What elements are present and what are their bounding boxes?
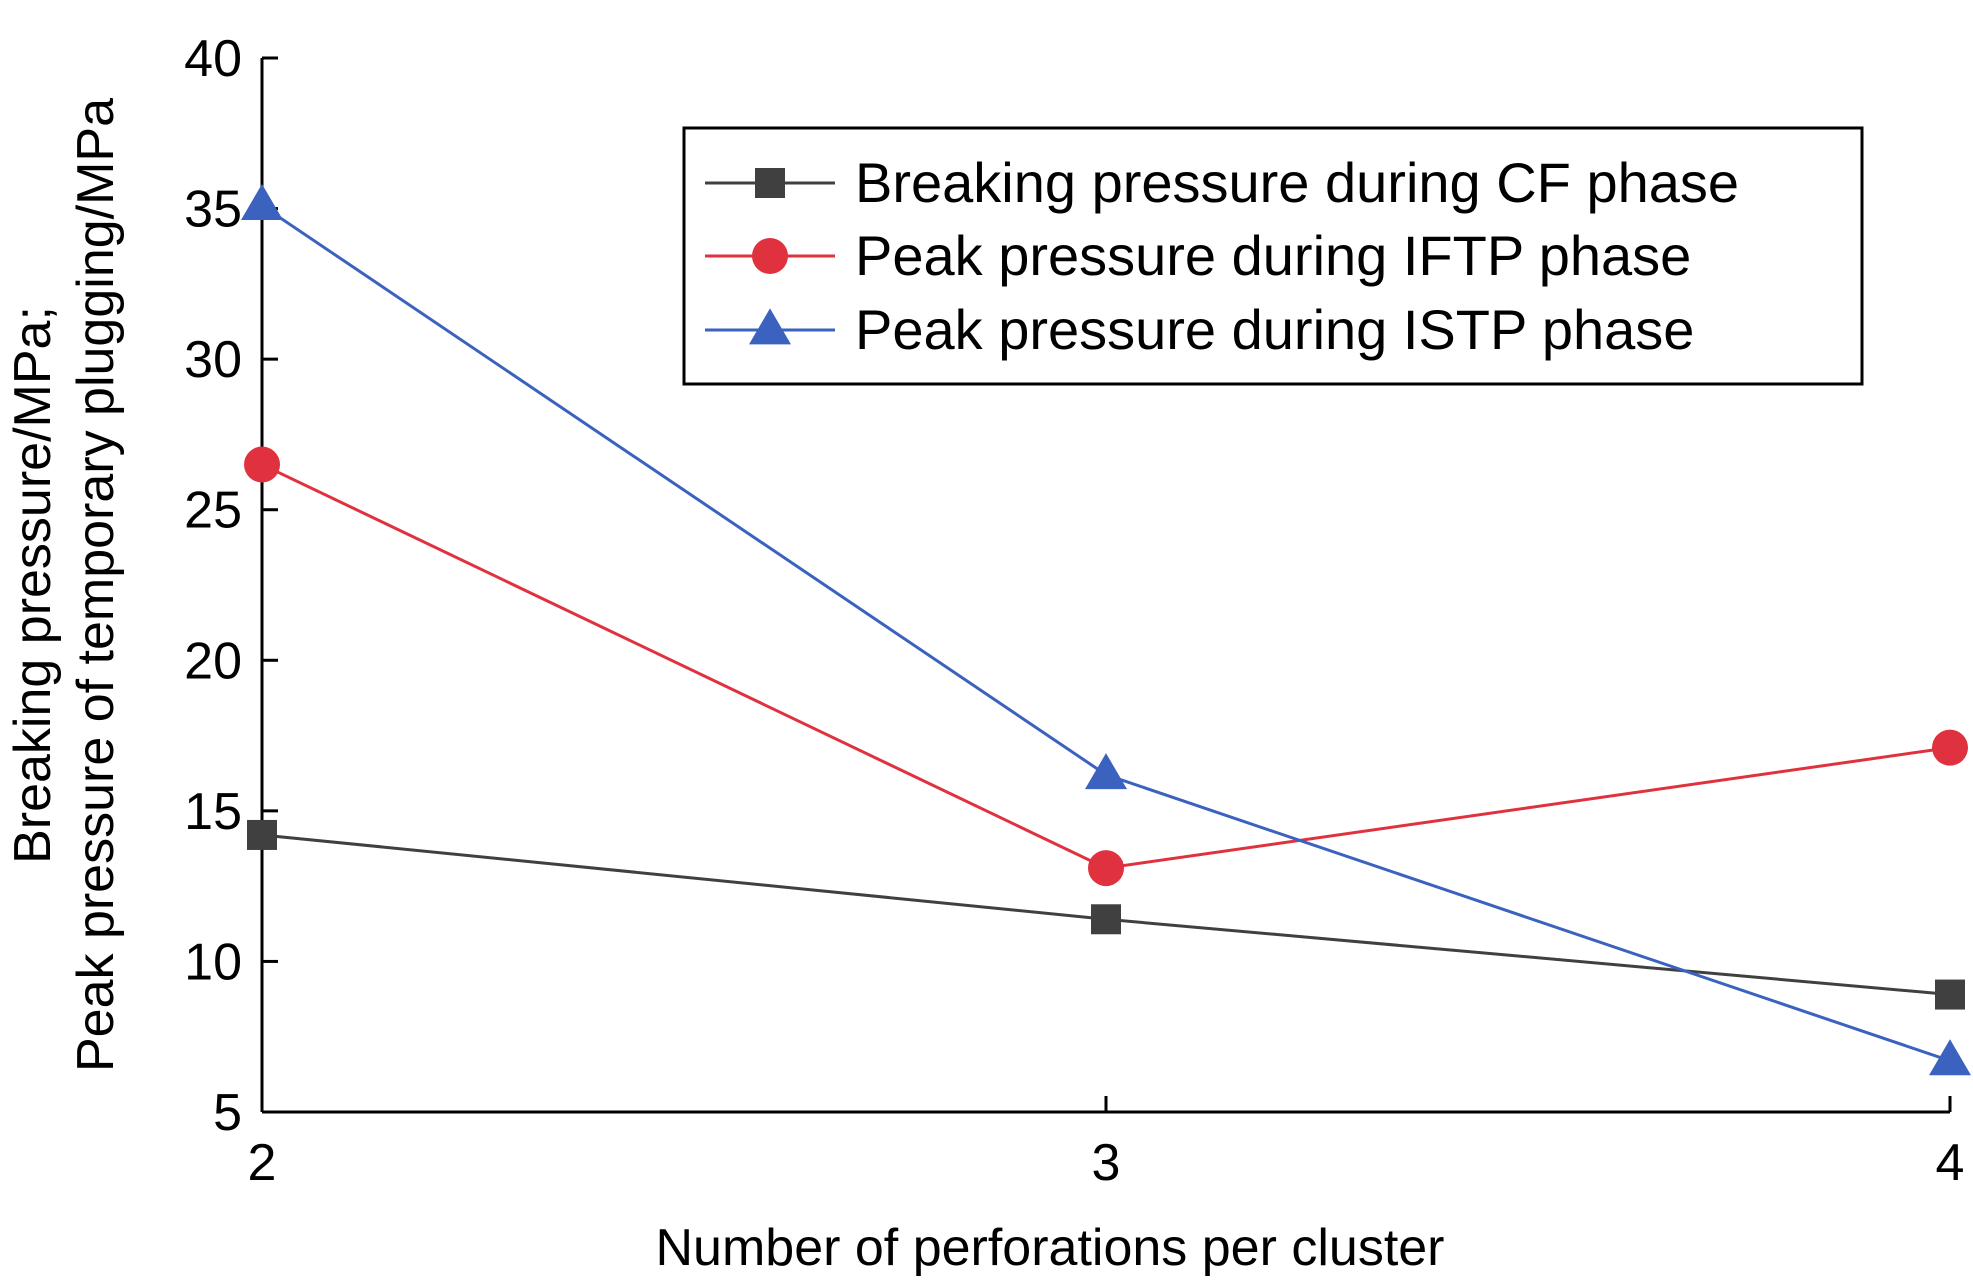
series-triangle	[241, 183, 1971, 1076]
data-point-circle	[244, 446, 280, 483]
legend-marker	[749, 308, 791, 345]
x-tick-label: 4	[1936, 1134, 1965, 1192]
legend-label: Breaking pressure during CF phase	[855, 151, 1739, 214]
y-axis-title-line-2: Peak pressure of temporary plugging/MPa	[67, 98, 125, 1072]
series-line	[261, 463, 1951, 870]
y-axis-title-line-1: Breaking pressure/MPa;	[4, 306, 62, 864]
legend-box	[682, 126, 1864, 386]
y-tick-label: 25	[184, 482, 242, 540]
legend-item: Peak pressure during IFTP phase	[705, 224, 1691, 287]
legend-marker	[755, 168, 785, 198]
y-tick-label: 10	[184, 933, 242, 991]
x-axis-title: Number of perforations per cluster	[655, 1219, 1444, 1277]
legend: Breaking pressure during CF phase Peak pr…	[682, 126, 1864, 386]
data-point-square	[1935, 979, 1965, 1010]
series-layer	[241, 183, 1971, 1076]
legend-item: Breaking pressure during CF phase	[705, 151, 1739, 214]
data-point-triangle	[241, 183, 283, 220]
y-tick-label: 30	[184, 331, 242, 389]
x-tick-label: 2	[248, 1134, 277, 1192]
x-ticks: 2 3 4	[248, 1096, 1965, 1192]
y-tick-label: 40	[184, 30, 242, 88]
data-point-circle	[1088, 850, 1124, 887]
data-point-square	[1091, 904, 1121, 935]
legend-label: Peak pressure during ISTP phase	[855, 298, 1694, 361]
y-tick-label: 15	[184, 783, 242, 841]
x-tick-label: 3	[1092, 1134, 1121, 1192]
data-point-triangle	[1085, 753, 1127, 790]
y-tick-label: 35	[184, 181, 242, 239]
y-ticks: 5 10 15 20 25 30 35 40	[184, 30, 278, 1142]
y-tick-label: 5	[213, 1084, 242, 1142]
legend-marker	[752, 238, 788, 274]
legend-item: Peak pressure during ISTP phase	[705, 298, 1694, 361]
data-point-triangle	[1929, 1039, 1971, 1076]
series-circle	[244, 446, 1968, 887]
data-point-circle	[1932, 729, 1968, 766]
legend-label: Peak pressure during IFTP phase	[855, 224, 1691, 287]
legend-items: Breaking pressure during CF phase Peak pr…	[705, 151, 1739, 361]
data-point-square	[247, 819, 277, 850]
y-tick-label: 20	[184, 632, 242, 690]
series-square	[247, 819, 1965, 1010]
